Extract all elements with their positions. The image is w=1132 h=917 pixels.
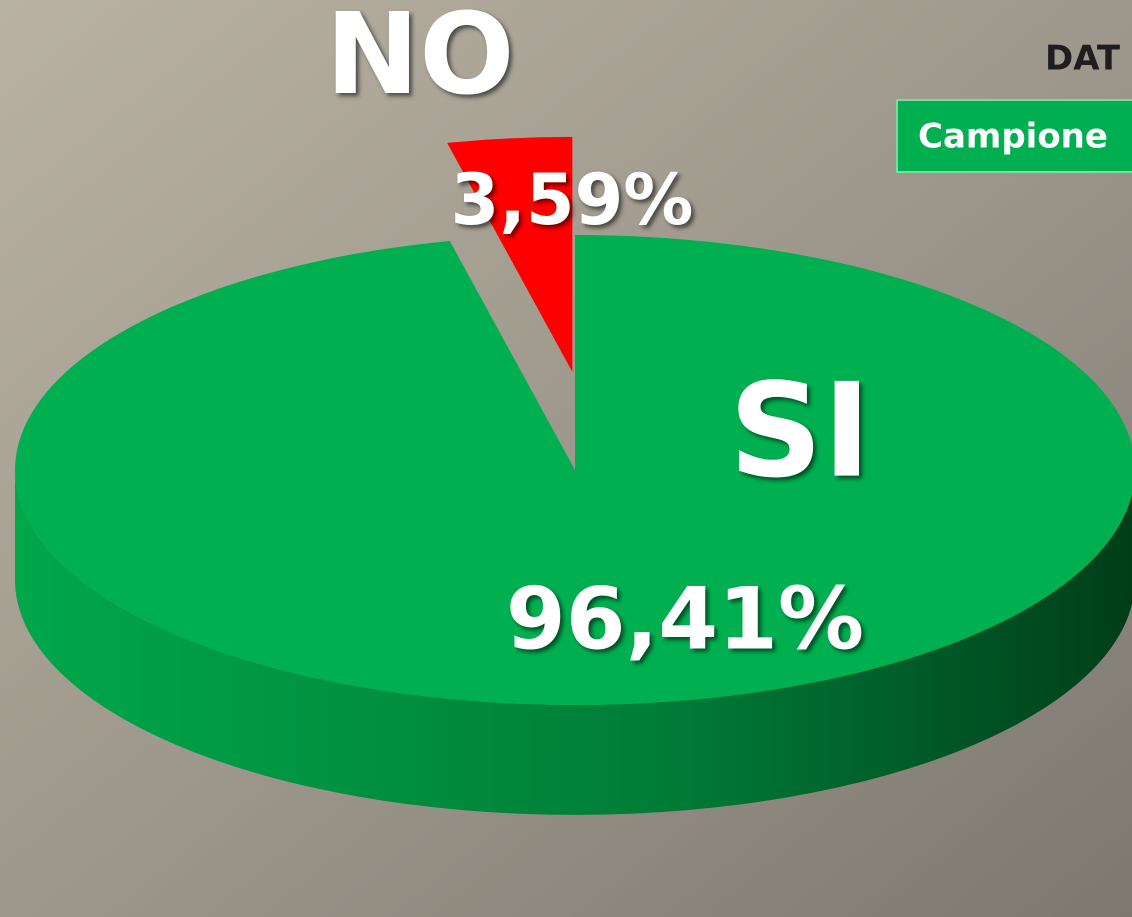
- slice-label: NO: [326, 0, 515, 120]
- value-label: 3,59%: [451, 159, 694, 241]
- annotation: Campione: [918, 117, 1108, 157]
- value-label: 96,41%: [506, 569, 864, 669]
- slice-label: SI: [729, 355, 871, 507]
- chart: SI 96,41% NO 3,59% DAT Campione: [0, 0, 1132, 917]
- annotation: DAT: [1045, 39, 1121, 79]
- page: SI96,41%NO3,59% DAT Campione (() => { co…: [0, 0, 1132, 917]
